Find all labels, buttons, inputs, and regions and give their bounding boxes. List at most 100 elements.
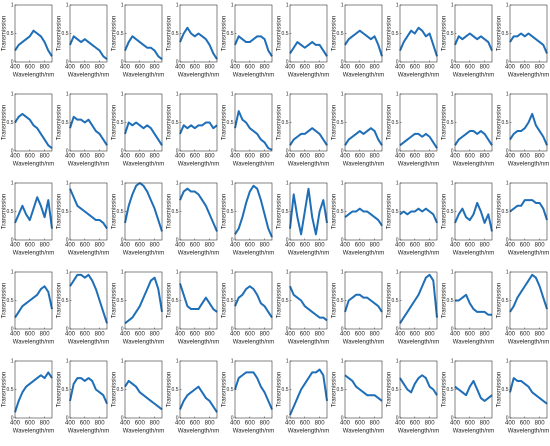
spectrum-line [344, 207, 383, 227]
x-tick-label: 800 [40, 421, 51, 427]
x-tick-label: 400 [395, 65, 406, 71]
spectrum-line [179, 187, 218, 232]
panel: 400 600 800 0 0.5 1 Wavelength/nm Transmission [497, 180, 550, 256]
panel: 400 600 800 0 0.5 1 Wavelength/nm Transmission [2, 269, 55, 345]
y-tick-label: 0 [66, 415, 69, 421]
y-tick-label: 0 [231, 148, 234, 154]
x-tick-label: 400 [230, 154, 241, 160]
y-tick-label: 0.5 [502, 209, 509, 215]
y-tick-label: 0 [121, 326, 124, 332]
y-tick-label: 1 [341, 91, 344, 97]
y-tick-label: 0.5 [337, 120, 344, 126]
x-axis-label: Wavelength/nm [13, 251, 54, 257]
y-tick-label: 0 [286, 415, 289, 421]
x-axis-label: Wavelength/nm [508, 73, 549, 79]
x-tick-label: 400 [120, 332, 131, 338]
y-axis-label: Transmission [2, 16, 8, 51]
x-tick-label: 400 [65, 421, 76, 427]
y-tick-label: 0 [396, 415, 399, 421]
y-tick-label: 1 [396, 91, 399, 97]
y-axis-label: Transmission [442, 105, 448, 140]
x-axis-label: Wavelength/nm [288, 340, 329, 346]
panel: 400 600 800 0 0.5 1 Wavelength/nm Transmission [387, 358, 440, 434]
y-axis-label: Transmission [222, 283, 228, 318]
y-axis-label: Transmission [387, 194, 393, 229]
x-tick-label: 800 [480, 332, 491, 338]
x-tick-label: 600 [245, 332, 256, 338]
panel: 400 600 800 0 0.5 1 Wavelength/nm Transmission [167, 269, 220, 345]
plot-frame [344, 93, 383, 152]
panel: 400 600 800 0 0.5 1 Wavelength/nm Transmission [277, 269, 330, 345]
plot-frame [124, 360, 163, 419]
panel: 400 600 800 0 0.5 1 Wavelength/nm Transmission [222, 358, 275, 434]
plot-frame [344, 271, 383, 330]
x-axis-label: Wavelength/nm [123, 340, 164, 346]
y-tick-label: 0.5 [117, 387, 124, 393]
spectrum-line [509, 377, 548, 405]
x-tick-label: 400 [120, 243, 131, 249]
plot-frame [454, 93, 493, 152]
panel: 400 600 800 0 0.5 1 Wavelength/nm Transmission [112, 2, 165, 78]
x-tick-label: 400 [340, 243, 351, 249]
y-axis-label: Transmission [332, 283, 338, 318]
x-tick-label: 600 [465, 154, 476, 160]
x-axis-label: Wavelength/nm [123, 73, 164, 79]
plot-frame [69, 271, 108, 330]
y-tick-label: 0 [451, 326, 454, 332]
x-tick-label: 600 [135, 65, 146, 71]
x-axis-label: Wavelength/nm [288, 162, 329, 168]
x-tick-label: 600 [410, 332, 421, 338]
x-tick-label: 800 [480, 243, 491, 249]
y-tick-label: 0 [506, 59, 509, 65]
x-tick-label: 800 [425, 243, 436, 249]
x-tick-label: 600 [190, 154, 201, 160]
plot-frame [509, 182, 548, 241]
x-tick-label: 800 [40, 243, 51, 249]
y-tick-label: 0.5 [502, 298, 509, 304]
y-tick-label: 0 [66, 237, 69, 243]
x-tick-label: 800 [40, 65, 51, 71]
y-tick-label: 0.5 [282, 298, 289, 304]
x-tick-label: 800 [260, 154, 271, 160]
x-tick-label: 400 [120, 154, 131, 160]
y-axis-label: Transmission [442, 283, 448, 318]
panel: 400 600 800 0 0.5 1 Wavelength/nm Transmission [277, 180, 330, 256]
y-tick-label: 0 [506, 326, 509, 332]
y-axis-label: Transmission [387, 372, 393, 407]
x-tick-label: 800 [315, 154, 326, 160]
panel: 400 600 800 0 0.5 1 Wavelength/nm Transmission [332, 2, 385, 78]
panel: 400 600 800 0 0.5 1 Wavelength/nm Transmission [442, 358, 495, 434]
y-tick-label: 0 [286, 237, 289, 243]
y-tick-label: 1 [286, 358, 289, 364]
x-tick-label: 800 [95, 154, 106, 160]
y-tick-label: 0.5 [337, 31, 344, 37]
spectrum-line [399, 207, 438, 224]
y-tick-label: 0 [11, 237, 14, 243]
spectrum-line [124, 276, 163, 325]
y-tick-label: 1 [121, 2, 124, 8]
x-axis-label: Wavelength/nm [178, 340, 219, 346]
y-axis-label: Transmission [442, 194, 448, 229]
x-tick-label: 400 [395, 421, 406, 427]
x-tick-label: 400 [120, 421, 131, 427]
x-tick-label: 400 [230, 421, 241, 427]
panel: 400 600 800 0 0.5 1 Wavelength/nm Transmission [57, 91, 110, 167]
y-tick-label: 0 [396, 237, 399, 243]
panel: 400 600 800 0 0.5 1 Wavelength/nm Transmission [332, 269, 385, 345]
x-tick-label: 800 [205, 65, 216, 71]
x-tick-label: 600 [300, 154, 311, 160]
y-tick-label: 0.5 [172, 31, 179, 37]
spectrum-line [289, 285, 328, 322]
spectrum-line [509, 112, 548, 146]
spectrum-line [344, 29, 383, 57]
y-axis-label: Transmission [442, 16, 448, 51]
y-tick-label: 0 [176, 237, 179, 243]
x-tick-label: 600 [190, 243, 201, 249]
x-axis-label: Wavelength/nm [123, 251, 164, 257]
x-tick-label: 400 [450, 243, 461, 249]
y-tick-label: 1 [176, 358, 179, 364]
y-axis-label: Transmission [112, 372, 118, 407]
y-tick-label: 1 [176, 91, 179, 97]
x-axis-label: Wavelength/nm [288, 251, 329, 257]
